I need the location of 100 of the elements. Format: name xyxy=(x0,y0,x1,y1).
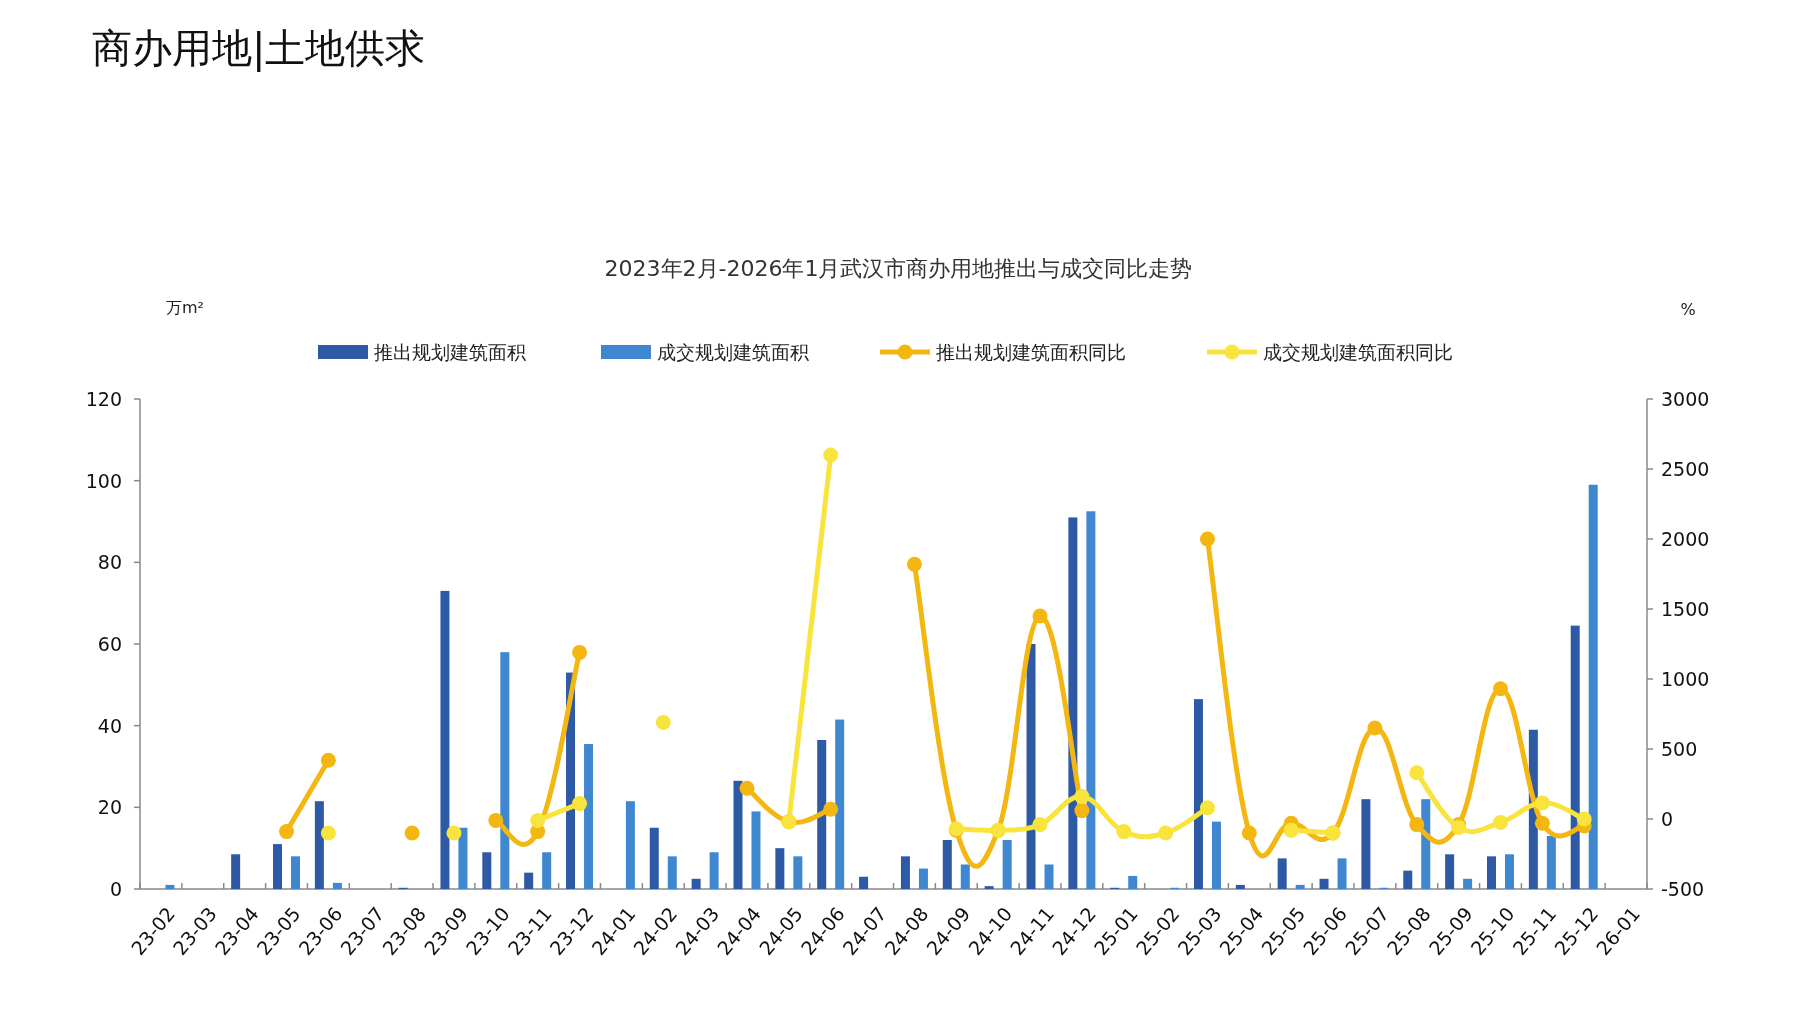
bar xyxy=(332,882,342,889)
bar xyxy=(584,744,594,889)
chart-title: 2023年2月-2026年1月武汉市商办用地推出与成交同比走势 xyxy=(604,256,1193,281)
bar xyxy=(859,876,869,889)
y-tick-label: 60 xyxy=(97,633,122,655)
point xyxy=(1116,824,1132,840)
legend-label: 推出规划建筑面积 xyxy=(374,341,526,363)
point xyxy=(823,801,839,817)
y-tick-label: 0 xyxy=(109,878,122,900)
bar xyxy=(691,878,701,889)
bar xyxy=(500,652,510,889)
bar xyxy=(1002,840,1012,889)
point xyxy=(446,825,462,841)
bar xyxy=(667,856,677,889)
bar xyxy=(482,852,492,889)
bar xyxy=(1193,699,1203,889)
point xyxy=(1199,800,1215,816)
bar xyxy=(1463,878,1473,889)
bar xyxy=(751,811,761,889)
y-tick-label: 120 xyxy=(85,388,122,410)
y2-tick-label: 1500 xyxy=(1661,598,1710,620)
bar xyxy=(817,739,827,889)
point xyxy=(1199,531,1215,547)
point xyxy=(655,714,671,730)
point xyxy=(530,812,546,828)
bar xyxy=(1546,835,1556,889)
point xyxy=(739,780,755,796)
bar xyxy=(1128,875,1138,889)
bar xyxy=(1277,858,1287,889)
y2-tick-label: -500 xyxy=(1661,878,1705,900)
y2-tick-label: 2500 xyxy=(1661,458,1710,480)
bar xyxy=(231,854,241,889)
y-axis-title: 万m² xyxy=(166,298,204,317)
point xyxy=(1576,811,1592,827)
bar xyxy=(1337,858,1347,889)
point xyxy=(1074,789,1090,805)
bar xyxy=(1319,878,1329,889)
bar xyxy=(458,827,468,889)
point xyxy=(1492,815,1508,830)
bar xyxy=(775,848,785,889)
point xyxy=(572,644,588,660)
bar xyxy=(709,852,719,889)
point xyxy=(488,812,504,828)
point xyxy=(1158,825,1174,841)
bar xyxy=(165,884,175,889)
bar xyxy=(1026,644,1036,889)
point xyxy=(823,447,839,463)
point xyxy=(404,825,420,841)
bar xyxy=(1504,854,1514,889)
point xyxy=(1534,815,1550,831)
point xyxy=(1032,608,1048,624)
bar xyxy=(440,590,450,889)
y-tick-label: 80 xyxy=(97,551,122,574)
point xyxy=(1032,817,1048,833)
y2-tick-label: 2000 xyxy=(1661,528,1710,550)
bar xyxy=(1403,870,1413,889)
bar xyxy=(1235,884,1245,889)
y2-tick-label: 0 xyxy=(1661,808,1674,830)
bar xyxy=(984,886,994,889)
bar xyxy=(1086,511,1096,889)
bar xyxy=(918,868,928,889)
legend-label: 成交规划建筑面积同比 xyxy=(1263,341,1453,363)
bar xyxy=(1361,799,1371,889)
bar xyxy=(1570,625,1580,889)
y-tick-label: 100 xyxy=(85,469,122,492)
bar xyxy=(1445,854,1455,889)
bar xyxy=(649,827,659,889)
bar xyxy=(1486,856,1496,889)
y2-tick-label: 1000 xyxy=(1661,668,1710,690)
bar xyxy=(542,852,552,889)
bar xyxy=(291,856,301,889)
y-tick-label: 20 xyxy=(97,796,122,819)
bar xyxy=(900,856,910,889)
bar xyxy=(1295,884,1305,889)
point xyxy=(1241,825,1257,841)
y2-tick-label: 500 xyxy=(1661,738,1698,760)
point xyxy=(1534,795,1550,811)
point xyxy=(1283,822,1299,838)
point xyxy=(572,796,588,812)
point xyxy=(906,556,922,572)
text: 商办用地|土地供求 xyxy=(92,25,426,72)
bar xyxy=(1044,864,1054,889)
bar xyxy=(273,844,283,889)
point xyxy=(1074,803,1090,819)
y-tick-label: 40 xyxy=(97,714,122,737)
point xyxy=(1367,720,1383,736)
y2-tick-label: 3000 xyxy=(1661,388,1710,410)
legend-label: 成交规划建筑面积 xyxy=(657,341,809,363)
bar xyxy=(942,840,952,889)
y2-axis-title: % xyxy=(1680,300,1696,319)
point xyxy=(1409,765,1425,781)
point xyxy=(1492,681,1508,697)
bar xyxy=(1211,821,1221,889)
point xyxy=(1409,817,1425,833)
bar xyxy=(733,780,743,889)
legend-label: 推出规划建筑面积同比 xyxy=(936,341,1126,363)
bar xyxy=(960,864,970,889)
bar xyxy=(835,719,845,889)
bar xyxy=(793,856,803,889)
bar xyxy=(625,801,635,889)
